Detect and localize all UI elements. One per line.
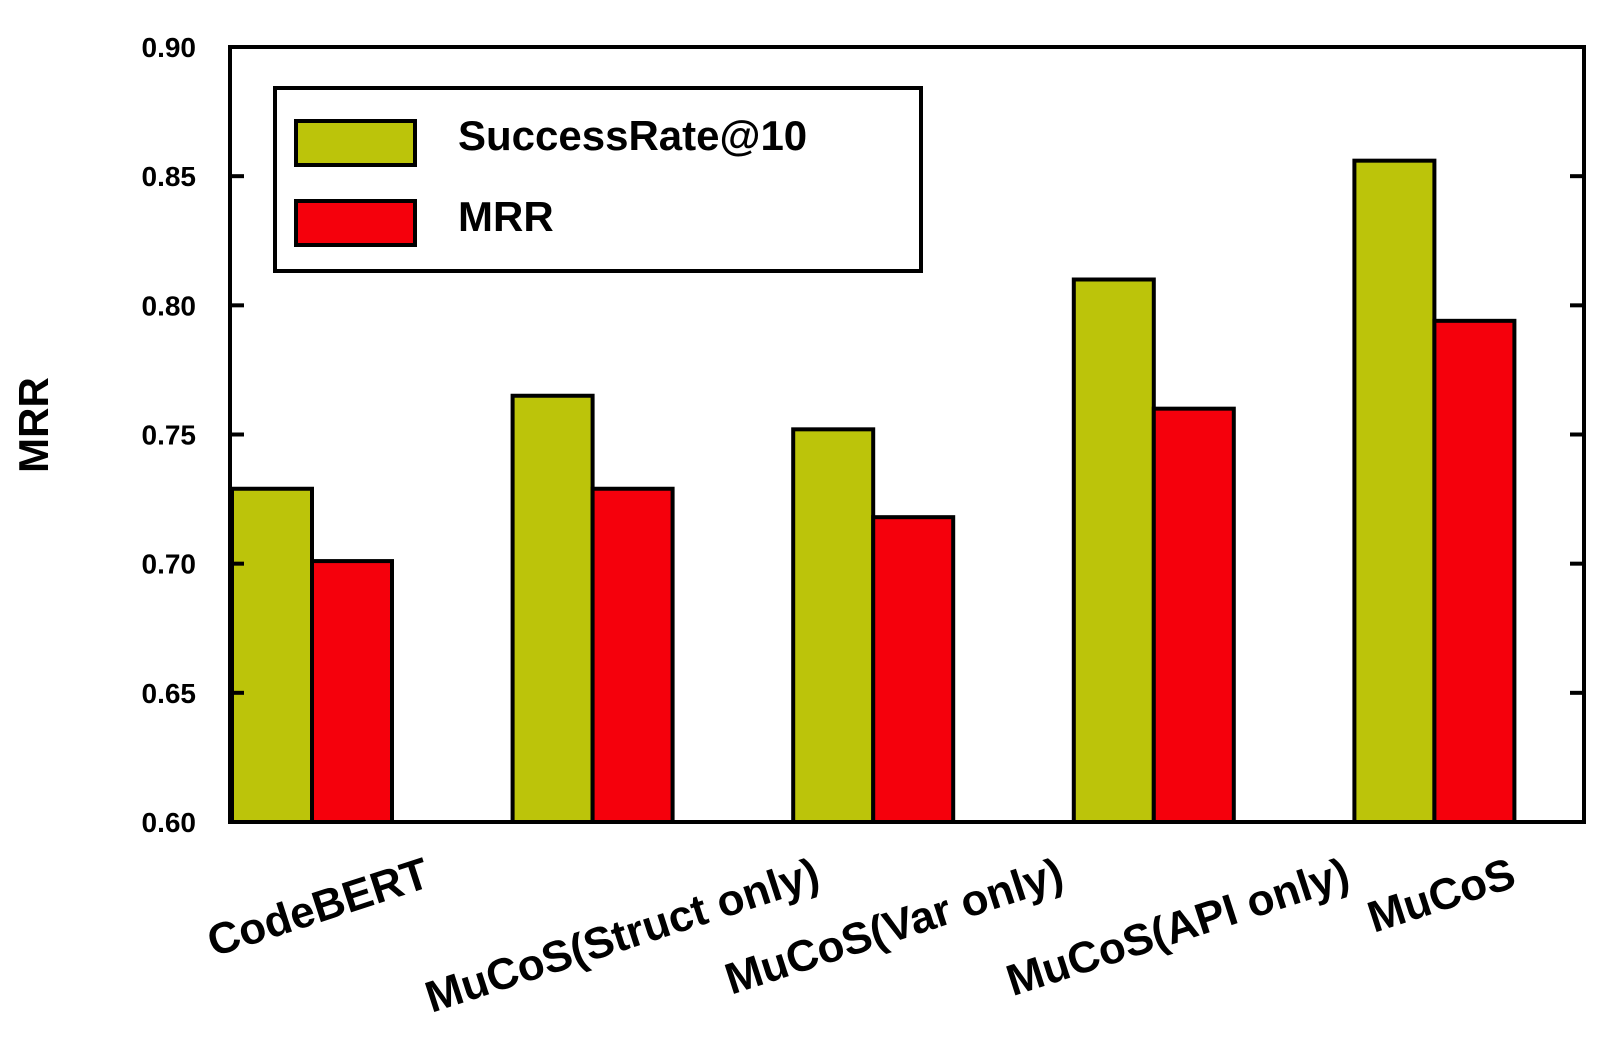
y-axis-title: MRR [10, 377, 57, 473]
y-tick-label-0: 0.60 [142, 807, 197, 838]
y-tick-label-1: 0.65 [142, 678, 197, 709]
bar-mrr-0 [310, 559, 394, 824]
bar-mrr-1 [590, 486, 675, 824]
bar-successrate-4 [1352, 158, 1437, 824]
legend: SuccessRate@10 MRR [273, 86, 923, 273]
bar-mrr-2 [871, 515, 956, 825]
bar-successrate-3 [1071, 277, 1156, 824]
x-category-label-1: MuCoS(Struct only) [419, 849, 825, 1022]
y-tick-label-2: 0.70 [142, 549, 197, 580]
bar-successrate-0 [230, 486, 314, 824]
x-category-label-0: CodeBERT [201, 849, 435, 967]
x-category-label-4: MuCoS [1362, 849, 1521, 942]
bar-successrate-1 [510, 393, 595, 824]
bar-mrr-4 [1432, 318, 1517, 824]
bar-successrate-2 [791, 427, 876, 824]
y-tick-label-6: 0.90 [142, 32, 197, 63]
bar-mrr-3 [1151, 406, 1236, 824]
legend-label-mrr: MRR [458, 193, 554, 240]
legend-swatch-successrate [294, 119, 417, 167]
bars-layer [230, 158, 1517, 825]
legend-label-successrate: SuccessRate@10 [458, 112, 807, 159]
y-tick-label-4: 0.80 [142, 290, 197, 321]
y-tick-label-5: 0.85 [142, 161, 197, 192]
legend-swatch-mrr [294, 199, 417, 247]
y-tick-label-3: 0.75 [142, 420, 197, 451]
plot-frame [228, 45, 1586, 824]
